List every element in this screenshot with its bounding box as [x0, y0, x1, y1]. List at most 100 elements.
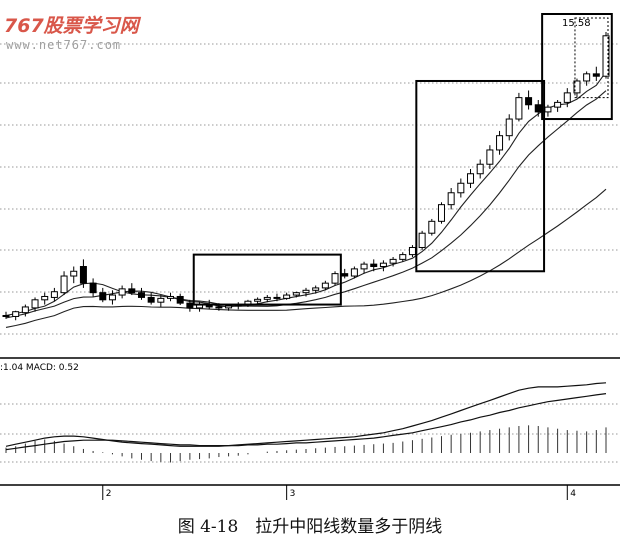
candle-body-up	[263, 296, 271, 300]
candle	[447, 188, 455, 210]
watermark-title: 767股票学习网	[4, 15, 142, 37]
candle-body-up	[31, 299, 39, 309]
candle-body-down	[89, 282, 97, 294]
candle	[263, 295, 271, 303]
candle-body-up	[360, 263, 368, 270]
candle	[79, 259, 87, 288]
candle-body-up	[108, 294, 116, 301]
candle-body-up	[486, 149, 494, 165]
highlight-box	[541, 13, 613, 121]
highlight-boxes	[192, 13, 613, 306]
candle	[379, 260, 387, 272]
candle	[496, 130, 504, 155]
candle	[592, 66, 600, 81]
price-high-label: 15.58	[562, 18, 591, 29]
candle-body-up	[225, 305, 233, 309]
candle	[321, 280, 329, 291]
candle	[302, 287, 310, 297]
x-tick-label: 2	[106, 489, 112, 499]
candle-body-up	[379, 262, 387, 268]
candle	[515, 92, 523, 122]
candle-body-down	[79, 266, 87, 284]
candle-body-up	[389, 258, 397, 264]
candle-body-up	[302, 289, 310, 294]
candle	[89, 278, 97, 297]
candle-body-down	[186, 302, 194, 309]
candle-body-up	[408, 246, 416, 256]
figure-caption: 图 4-18 拉升中阳线数量多于阴线	[178, 517, 443, 537]
candle-body-up	[437, 204, 445, 222]
candle-body-up	[321, 282, 329, 289]
candle	[234, 302, 242, 310]
candle-body-down	[128, 288, 136, 294]
candle	[70, 266, 78, 284]
highlight-box	[415, 79, 546, 273]
x-axis-ticks: 2 3 4	[102, 485, 576, 500]
candle	[331, 271, 339, 286]
candle-body-down	[147, 296, 155, 303]
highlight-box	[192, 253, 342, 306]
candle-body-up	[2, 315, 10, 318]
candle	[60, 271, 68, 296]
candle	[476, 159, 484, 179]
candle	[41, 292, 49, 305]
candle	[573, 78, 581, 98]
candle-body-up	[399, 254, 407, 260]
candle	[176, 293, 184, 306]
candle-body-up	[457, 182, 465, 194]
candle-body-up	[118, 288, 126, 296]
candle-body-up	[554, 101, 562, 108]
highlight-box	[574, 17, 609, 99]
candle	[602, 31, 610, 79]
candle	[583, 71, 591, 86]
price-gridlines	[0, 43, 620, 335]
candle-body-down	[525, 97, 533, 106]
candle-body-up	[573, 80, 581, 94]
x-tick-label: 4	[570, 489, 576, 499]
candle-body-down	[273, 296, 281, 299]
candle	[399, 252, 407, 262]
candle	[292, 291, 300, 298]
x-tick-label: 3	[290, 489, 296, 499]
candle	[467, 168, 475, 189]
candle	[50, 287, 58, 302]
candle	[486, 145, 494, 169]
candle-body-up	[312, 287, 320, 291]
candle-body-up	[12, 311, 20, 317]
candle-body-up	[505, 118, 513, 137]
candle	[2, 311, 10, 319]
candle-body-up	[544, 106, 552, 113]
candle	[31, 297, 39, 312]
candle	[128, 283, 136, 296]
candle	[147, 292, 155, 305]
candle	[428, 218, 436, 236]
candle	[544, 104, 552, 117]
candle	[534, 100, 542, 117]
candle-body-up	[583, 73, 591, 82]
candle	[118, 285, 126, 299]
candle-body-up	[563, 92, 571, 103]
watermark: 767股票学习网 www.net767.com	[4, 15, 142, 52]
candle	[341, 268, 349, 279]
candle-body-down	[137, 292, 145, 298]
candle-body-up	[476, 163, 484, 175]
candle	[350, 266, 358, 279]
candle	[457, 178, 465, 198]
candle	[505, 114, 513, 141]
macd-panel	[0, 382, 620, 463]
candle-body-down	[592, 73, 600, 77]
candle	[273, 293, 281, 302]
candle-body-up	[467, 173, 475, 184]
macd-label: :1.04 MACD: 0.52	[0, 363, 79, 373]
macd-dif-line	[5, 382, 607, 447]
candle	[99, 287, 107, 303]
watermark-url: www.net767.com	[6, 38, 121, 52]
moving-average-line	[5, 188, 607, 328]
candle-body-up	[60, 275, 68, 294]
candle-body-up	[428, 220, 436, 234]
candle-body-down	[534, 104, 542, 113]
candle-body-up	[515, 97, 523, 120]
candle-body-up	[70, 270, 78, 277]
candle	[157, 295, 165, 307]
